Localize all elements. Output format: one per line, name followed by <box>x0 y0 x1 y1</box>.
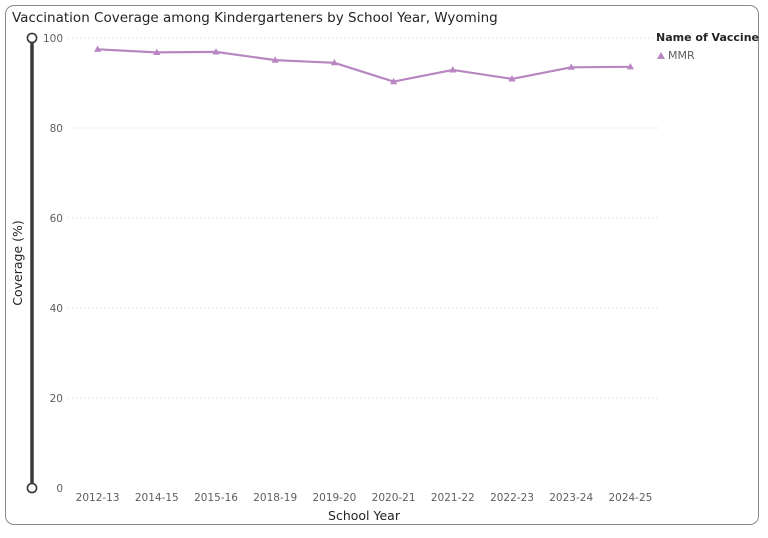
y-tick-label: 60 <box>50 213 63 225</box>
data-point-marker[interactable] <box>153 48 161 55</box>
x-tick-label: 2018-19 <box>253 492 297 504</box>
x-tick-label: 2023-24 <box>549 492 593 504</box>
x-tick-label: 2022-23 <box>490 492 534 504</box>
x-axis-title: School Year <box>328 508 401 523</box>
x-tick-label: 2024-25 <box>608 492 652 504</box>
gridlines <box>68 37 660 399</box>
legend-item-mmr[interactable]: MMR <box>656 49 760 62</box>
data-point-marker[interactable] <box>271 56 279 63</box>
chart-title: Vaccination Coverage among Kindergartene… <box>12 10 498 26</box>
zoom-slider-top-handle[interactable] <box>26 32 38 44</box>
data-point-marker[interactable] <box>449 66 457 73</box>
y-tick-label: 0 <box>56 483 63 495</box>
x-tick-label: 2014-15 <box>135 492 179 504</box>
legend-item-label: MMR <box>668 49 695 62</box>
data-point-marker[interactable] <box>390 77 398 85</box>
y-tick-label: 100 <box>43 33 63 45</box>
data-point-marker[interactable] <box>212 48 220 55</box>
data-point-marker[interactable] <box>330 59 338 66</box>
y-tick-label: 40 <box>50 303 63 315</box>
data-point-marker[interactable] <box>626 63 634 70</box>
zoom-slider-bottom-handle[interactable] <box>26 482 38 494</box>
chart-card <box>5 5 759 525</box>
x-tick-label: 2012-13 <box>76 492 120 504</box>
series-line-mmr[interactable] <box>97 48 631 83</box>
legend-title: Name of Vaccine <box>656 31 759 44</box>
y-axis-zoom-slider[interactable] <box>26 32 38 494</box>
y-tick-label: 20 <box>50 393 63 405</box>
x-tick-label: 2021-22 <box>431 492 475 504</box>
series-layer <box>94 45 634 85</box>
x-tick-labels: 2012-13 2014-15 2015-16 2018-19 2019-20 2020-… <box>76 492 653 504</box>
x-tick-label: 2020-21 <box>372 492 416 504</box>
y-tick-label: 80 <box>50 123 63 135</box>
y-tick-labels: 0 20 40 60 80 100 <box>43 33 63 495</box>
data-point-marker[interactable] <box>567 63 575 70</box>
data-point-marker[interactable] <box>508 75 516 82</box>
data-point-marker[interactable] <box>94 45 102 52</box>
x-tick-label: 2015-16 <box>194 492 238 504</box>
legend-marker-triangle-icon <box>657 52 665 59</box>
x-tick-label: 2019-20 <box>312 492 356 504</box>
legend: Name of Vaccine MMR <box>656 31 760 62</box>
y-axis-title: Coverage (%) <box>10 220 25 306</box>
